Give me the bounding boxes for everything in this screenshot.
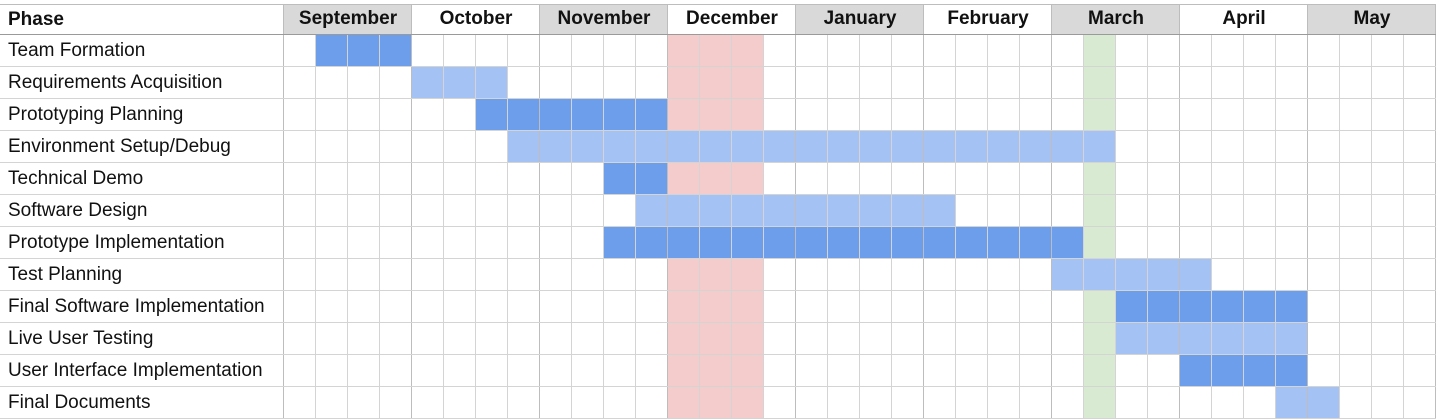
grid-line-vertical [827,35,828,419]
grid-line-vertical [475,35,476,419]
grid-line-horizontal [0,290,1436,291]
phase-bar [604,227,1084,259]
grid-line-vertical [635,35,636,419]
grid-line-horizontal [0,226,1436,227]
grid-line-vertical [1435,4,1436,419]
grid-line-vertical [923,4,924,419]
month-header: October [412,4,540,35]
phase-bar [316,35,412,67]
month-header: January [796,4,924,35]
grid-line-horizontal [0,98,1436,99]
grid-line-vertical [667,4,668,419]
grid-line-vertical [1083,35,1084,419]
month-header: September [284,4,412,35]
grid-line-vertical [955,35,956,419]
grid-line-vertical [1051,4,1052,419]
grid-line-vertical [1115,35,1116,419]
phase-label: Prototype Implementation [8,232,225,253]
grid-line-vertical [1179,4,1180,419]
grid-line-vertical [859,35,860,419]
grid-line-vertical [795,4,796,419]
grid-line-vertical [1147,35,1148,419]
grid-line-vertical [731,35,732,419]
grid-line-horizontal [0,34,1436,35]
grid-line-horizontal [0,194,1436,195]
grid-line-horizontal [0,354,1436,355]
milestone-column [1084,35,1116,419]
grid-line-horizontal [0,386,1436,387]
grid-line-horizontal [0,66,1436,67]
grid-line-horizontal [0,322,1436,323]
grid-line-vertical [571,35,572,419]
grid-line-vertical [507,35,508,419]
phase-label: Final Documents [8,392,151,413]
phase-bar [604,163,668,195]
month-header: February [924,4,1052,35]
phase-label: Team Formation [8,40,146,61]
phase-bar [476,99,668,131]
phase-bar [412,67,508,99]
grid-line-vertical [315,35,316,419]
grid-line-horizontal [0,258,1436,259]
phase-bar [1116,291,1308,323]
month-header: November [540,4,668,35]
phase-label: Final Software Implementation [8,296,265,317]
phase-bar [1116,323,1308,355]
grid-line-vertical [1243,35,1244,419]
phase-label: Software Design [8,200,148,221]
grid-line-vertical [443,35,444,419]
grid-line-vertical [1371,35,1372,419]
grid-line-vertical [891,35,892,419]
phase-label: Requirements Acquisition [8,72,223,93]
month-header: December [668,4,796,35]
month-header: April [1180,4,1308,35]
phase-label: Prototyping Planning [8,104,184,125]
grid-line-vertical [347,35,348,419]
grid-line-vertical [1019,35,1020,419]
phase-bar [1180,355,1308,387]
grid-line-horizontal [0,4,1436,5]
phase-label: Test Planning [8,264,123,285]
phase-bar [508,131,1116,163]
grid-line-vertical [283,4,284,419]
grid-line-horizontal [0,130,1436,131]
grid-line-vertical [1275,35,1276,419]
grid-line-vertical [699,35,700,419]
phase-bar [636,195,956,227]
grid-line-vertical [1211,35,1212,419]
grid-line-vertical [763,35,764,419]
grid-line-horizontal [0,418,1436,419]
grid-line-vertical [411,4,412,419]
grid-line-vertical [603,35,604,419]
month-header: May [1308,4,1436,35]
grid-line-vertical [987,35,988,419]
phase-label: Technical Demo [8,168,144,189]
grid-line-vertical [1307,4,1308,419]
phase-bar [1052,259,1212,291]
phase-column-header: Phase [8,9,64,30]
grid-line-vertical [1339,35,1340,419]
phase-bar [1276,387,1340,419]
grid-line-horizontal [0,162,1436,163]
grid-line-vertical [1403,35,1404,419]
grid-line-vertical [539,4,540,419]
grid-line-vertical [379,35,380,419]
phase-label: Live User Testing [8,328,154,349]
phase-label: Environment Setup/Debug [8,136,231,157]
phase-label: User Interface Implementation [8,360,263,381]
month-header: March [1052,4,1180,35]
